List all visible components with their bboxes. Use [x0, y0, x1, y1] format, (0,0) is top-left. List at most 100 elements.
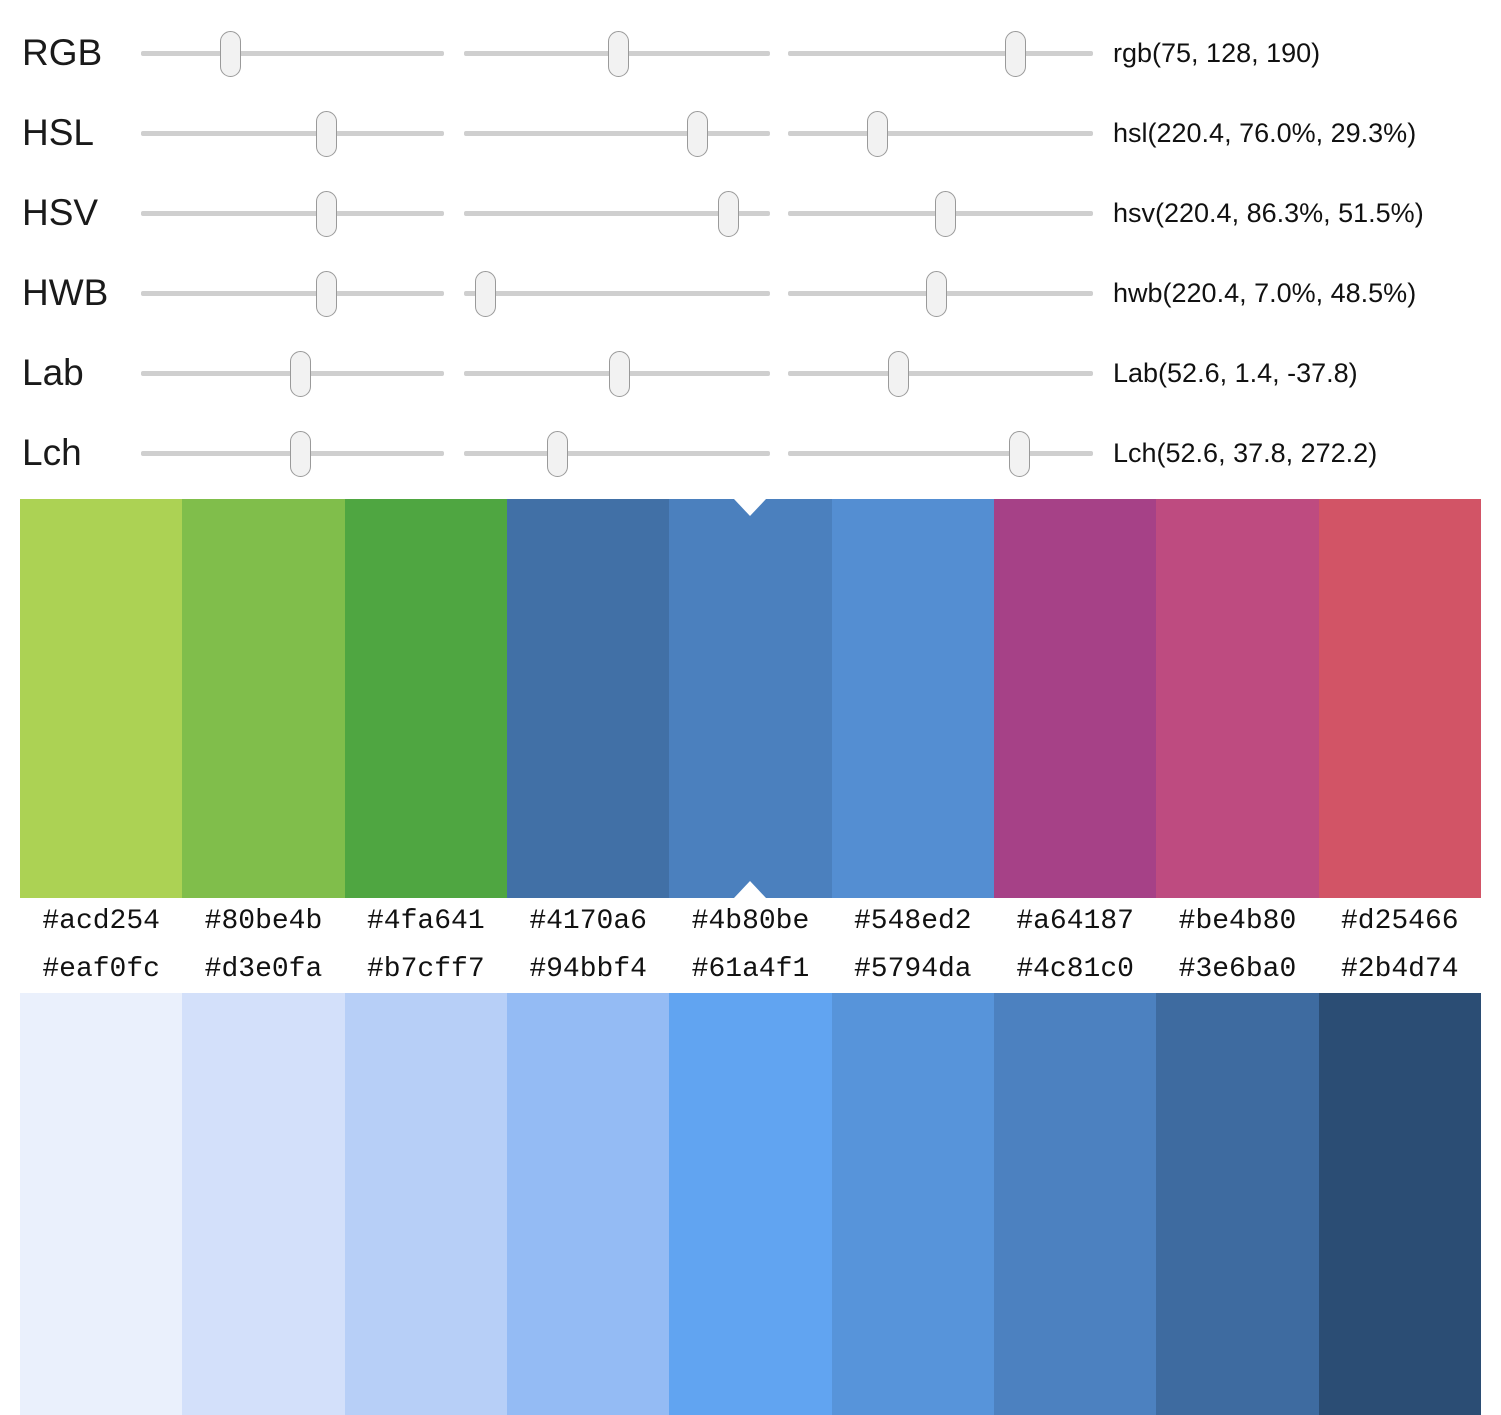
color-swatch[interactable] [344, 993, 507, 1415]
color-swatch[interactable] [182, 499, 345, 898]
slider-value-text: rgb(75, 128, 190) [1113, 38, 1321, 68]
slider-row-hsl: HSL hsl(220.4, 76.0%, 29.3%) [0, 93, 1501, 173]
slider-lab-lightness[interactable] [141, 333, 444, 413]
slider-track[interactable] [464, 211, 770, 216]
slider-lab-a-axis[interactable] [464, 333, 770, 413]
color-swatch[interactable] [669, 499, 832, 898]
color-swatch[interactable] [506, 993, 670, 1415]
slider-rgb-blue[interactable] [788, 13, 1093, 93]
hex-code-label: #4b80be [691, 906, 810, 937]
slider-row-label: RGB [22, 32, 103, 73]
slider-handle[interactable] [475, 271, 497, 317]
slider-lch-hue[interactable] [788, 413, 1093, 493]
hex-code-label: #acd254 [42, 906, 160, 937]
slider-row-lab: Lab Lab(52.6, 1.4, -37.8) [0, 333, 1501, 413]
slider-track[interactable] [141, 291, 444, 296]
color-swatch[interactable] [1156, 499, 1319, 898]
color-swatch[interactable] [344, 499, 507, 898]
color-swatch[interactable] [1156, 993, 1319, 1415]
slider-track[interactable] [141, 131, 444, 136]
slider-track[interactable] [464, 451, 770, 456]
selected-marker-top-icon [734, 499, 767, 516]
hue-scale-strip [20, 499, 1481, 898]
color-swatch[interactable] [993, 993, 1157, 1415]
hex-code-label: #d3e0fa [204, 954, 323, 985]
slider-hsl-saturation[interactable] [464, 93, 770, 173]
slider-handle[interactable] [718, 191, 740, 237]
slider-value-text: Lab(52.6, 1.4, -37.8) [1113, 358, 1358, 388]
slider-handle[interactable] [935, 191, 957, 237]
slider-value-text: hwb(220.4, 7.0%, 48.5%) [1113, 278, 1417, 308]
slider-hsv-value[interactable] [788, 173, 1093, 253]
selected-marker-bottom-icon [734, 881, 767, 898]
slider-handle[interactable] [316, 191, 338, 237]
slider-row-rgb: RGB rgb(75, 128, 190) [0, 13, 1501, 93]
slider-track[interactable] [788, 371, 1093, 376]
slider-hwb-blackness[interactable] [788, 253, 1093, 333]
hex-code-label: #eaf0fc [42, 954, 160, 985]
color-swatch[interactable] [1318, 499, 1481, 898]
slider-handle[interactable] [925, 271, 947, 317]
color-swatch[interactable] [506, 499, 670, 898]
slider-rgb-red[interactable] [141, 13, 444, 93]
slider-row-label: HSL [22, 112, 94, 153]
color-swatch[interactable] [20, 499, 183, 898]
color-swatch[interactable] [669, 993, 832, 1415]
slider-lab-b-axis[interactable] [788, 333, 1093, 413]
slider-rgb-green[interactable] [464, 13, 770, 93]
slider-handle[interactable] [888, 351, 910, 397]
slider-hsv-hue[interactable] [141, 173, 444, 253]
hex-code-label: #4170a6 [529, 906, 647, 937]
slider-row-hsv: HSV hsv(220.4, 86.3%, 51.5%) [0, 173, 1501, 253]
slider-row-label: HWB [22, 272, 109, 313]
hex-code-label: #548ed2 [853, 906, 972, 937]
slider-hwb-whiteness[interactable] [464, 253, 770, 333]
slider-row-hwb: HWB hwb(220.4, 7.0%, 48.5%) [0, 253, 1501, 333]
slider-track[interactable] [464, 291, 770, 296]
slider-handle[interactable] [547, 431, 569, 477]
slider-hsl-lightness[interactable] [788, 93, 1093, 173]
slider-handle[interactable] [290, 431, 312, 477]
hex-code-label: #5794da [853, 954, 972, 985]
hex-code-label: #be4b80 [1178, 906, 1297, 937]
slider-track[interactable] [141, 211, 444, 216]
slider-track[interactable] [788, 451, 1093, 456]
slider-handle[interactable] [1005, 31, 1027, 77]
hex-code-label: #d25466 [1340, 906, 1459, 937]
slider-lch-chroma[interactable] [464, 413, 770, 493]
slider-handle[interactable] [316, 111, 338, 157]
tint-scale-strip [20, 993, 1481, 1415]
hex-code-label: #b7cff7 [367, 954, 485, 985]
color-swatch[interactable] [993, 499, 1157, 898]
color-swatch[interactable] [20, 993, 183, 1415]
slider-row-lch: Lch Lch(52.6, 37.8, 272.2) [0, 413, 1501, 493]
slider-track[interactable] [788, 131, 1093, 136]
slider-handle[interactable] [607, 31, 629, 77]
slider-value-text: hsl(220.4, 76.0%, 29.3%) [1113, 118, 1417, 148]
slider-handle[interactable] [1008, 431, 1030, 477]
hue-scale-hex-row: #acd254 #80be4b #4fa641 #4170a6 #4b80be #548e… [20, 900, 1481, 944]
color-swatch[interactable] [182, 993, 345, 1415]
slider-handle[interactable] [316, 271, 338, 317]
slider-row-label: Lab [22, 352, 84, 393]
slider-handle[interactable] [220, 31, 242, 77]
slider-handle[interactable] [290, 351, 312, 397]
tint-scale-hex-row: #eaf0fc #d3e0fa #b7cff7 #94bbf4 #61a4f1 #5794… [20, 948, 1481, 992]
slider-row-label: Lch [22, 432, 82, 473]
hex-code-label: #4c81c0 [1016, 954, 1134, 985]
color-swatch[interactable] [831, 993, 994, 1415]
hex-code-label: #a64187 [1016, 906, 1134, 937]
slider-lch-lightness[interactable] [141, 413, 444, 493]
slider-handle[interactable] [686, 111, 708, 157]
slider-handle[interactable] [608, 351, 630, 397]
color-swatch[interactable] [831, 499, 994, 898]
slider-hwb-hue[interactable] [141, 253, 444, 333]
color-swatch[interactable] [1318, 993, 1481, 1415]
slider-hsv-saturation[interactable] [464, 173, 770, 253]
slider-hsl-hue[interactable] [141, 93, 444, 173]
slider-track[interactable] [141, 51, 444, 56]
slider-track[interactable] [464, 131, 770, 136]
slider-handle[interactable] [867, 111, 889, 157]
slider-track[interactable] [788, 51, 1093, 56]
